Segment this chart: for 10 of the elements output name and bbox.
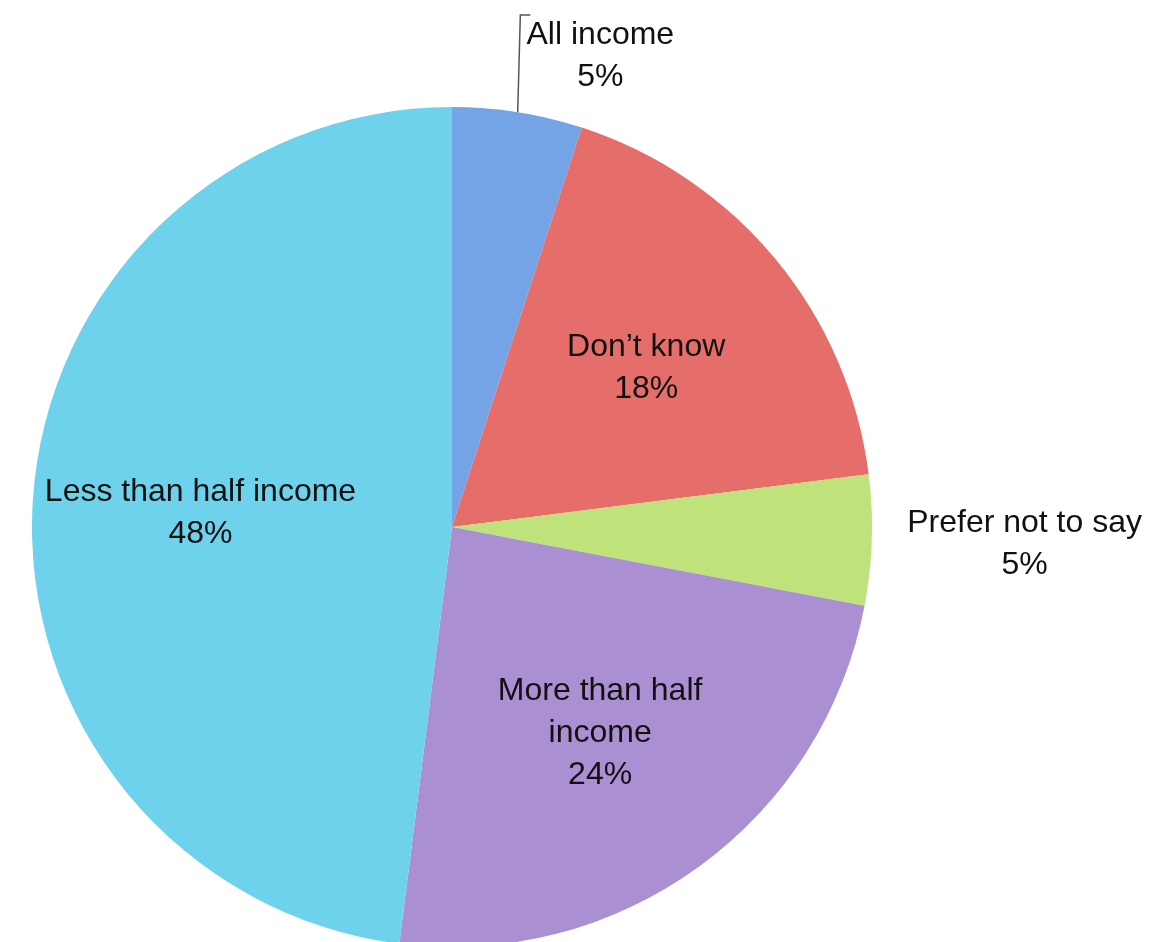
- slice-label: More than half income: [497, 670, 703, 749]
- data-label: 5%: [1001, 545, 1048, 582]
- data-label: 48%: [168, 514, 233, 551]
- slice-label: Less than half income: [44, 472, 357, 509]
- data-label: 5%: [577, 57, 624, 94]
- slice-label: Don’t know: [567, 327, 727, 364]
- data-label: 24%: [568, 754, 633, 791]
- data-label: 18%: [614, 369, 679, 406]
- slice-label: All income: [526, 15, 675, 52]
- slice-label: Prefer not to say: [907, 503, 1142, 540]
